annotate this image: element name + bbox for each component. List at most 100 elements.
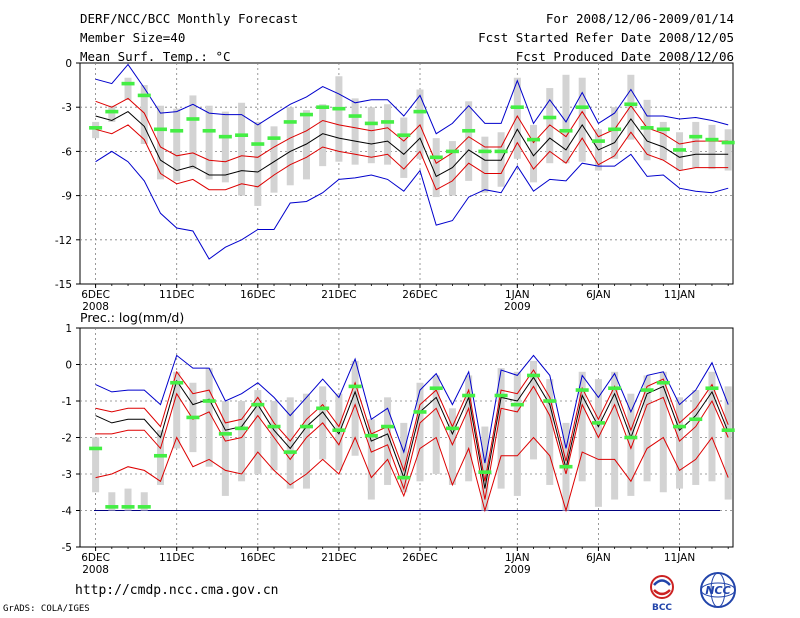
prec-spread-box (173, 371, 181, 449)
prec-ytick-label: -3 (62, 469, 72, 481)
prec-spread-box (465, 375, 473, 482)
prec-observed-marker (121, 505, 135, 509)
prec-observed-marker (413, 410, 427, 414)
temp-spread-box (416, 89, 424, 159)
temp-spread-box (124, 77, 132, 100)
temp-observed-marker (527, 137, 541, 142)
prec-ytick-label: -2 (62, 433, 72, 445)
grads-credit: GrADS: COLA/IGES (3, 604, 90, 614)
temp-observed-marker (640, 126, 654, 130)
prec-spread-box (530, 360, 538, 460)
temp-xtick-year: 2008 (82, 301, 109, 313)
logos: BCC NCC (650, 572, 736, 612)
prec-observed-marker (624, 435, 638, 440)
prec-observed-marker (202, 399, 216, 403)
prec-observed-marker (186, 415, 200, 420)
prec-xtick-label: 26DEC (402, 552, 437, 564)
temp-spread-box (400, 117, 408, 178)
temp-observed-marker (413, 109, 427, 114)
temp-series-mean-1-std (95, 97, 729, 164)
prec-observed-marker (445, 426, 459, 431)
temp-spread-box (205, 105, 213, 180)
temp-spread-box (254, 121, 262, 206)
prec-spread-box (108, 492, 116, 511)
temp-observed-marker (624, 102, 638, 107)
prec-observed-marker (218, 432, 232, 436)
temp-observed-marker (89, 126, 103, 130)
temp-spread-box (513, 77, 521, 159)
temp-spread-box (238, 102, 246, 196)
temp-observed-marker (202, 128, 216, 133)
prec-ytick-label: -5 (62, 542, 72, 554)
temp-observed-marker (705, 137, 719, 142)
prec-spread-box (481, 426, 489, 511)
temp-xtick-year: 2009 (504, 301, 531, 313)
temp-spread-box (270, 126, 278, 193)
prec-observed-marker (462, 393, 476, 398)
prec-observed-marker (137, 505, 151, 509)
prec-ytick-label: -1 (62, 396, 72, 408)
prec-spread-box (238, 401, 246, 482)
prec-observed-marker (332, 428, 346, 432)
prec-observed-marker (105, 505, 119, 509)
temp-observed-marker (105, 109, 119, 114)
prec-xtick-label: 1JAN (505, 552, 530, 564)
prec-spread-box (140, 492, 148, 511)
started-refer-label: Fcst Started Refer Date 2008/12/05 (478, 30, 734, 45)
prec-series-mean-2-std (95, 436, 729, 513)
temp-xtick-label: 11DEC (159, 289, 194, 301)
prec-observed-marker (251, 402, 265, 407)
bcc-logo-text: BCC (652, 603, 672, 612)
temp-observed-marker (462, 128, 476, 133)
temp-observed-marker (429, 155, 443, 160)
temp-spread-box (481, 136, 489, 193)
prec-observed-marker (348, 384, 362, 389)
prec-observed-marker (299, 424, 313, 429)
prec-xtick-label: 6DEC (81, 552, 110, 564)
prec-spread-box (221, 401, 229, 496)
temp-observed-marker (381, 120, 395, 124)
prec-observed-marker (510, 402, 524, 407)
temp-series-mean-2-std (95, 63, 729, 135)
chart-title: DERF/NCC/BCC Monthly Forecast (80, 11, 299, 26)
temp-spread-box (611, 107, 619, 159)
temp-xtick-label: 16DEC (240, 289, 275, 301)
temp-xtick-label: 21DEC (321, 289, 356, 301)
prec-spread-box (351, 360, 359, 456)
prec-spread-box (546, 379, 554, 485)
temp-series-mean-1-std (95, 124, 729, 191)
temp-spread-box (367, 107, 375, 164)
prec-observed-marker (283, 450, 297, 454)
prec-series-mean-2-std (95, 354, 729, 464)
temp-spread-box (384, 104, 392, 165)
prec-spread-box (205, 368, 213, 467)
prec-spread-box (302, 393, 310, 489)
prec-spread-box (611, 371, 619, 500)
temp-spread-box (578, 77, 586, 162)
temp-spread-box (643, 99, 651, 161)
source-url: http://cmdp.ncc.cma.gov.cn (75, 583, 279, 598)
prec-xtick-year: 2009 (504, 564, 531, 576)
prec-spread-box (335, 393, 343, 471)
prec-observed-marker (364, 433, 378, 438)
prec-observed-marker (494, 393, 508, 398)
prec-observed-marker (153, 453, 167, 458)
produced-date-label: Fcst Produced Date 2008/12/06 (515, 49, 734, 64)
temp-observed-marker (137, 93, 151, 98)
temp-spread-box (562, 74, 570, 164)
temp-observed-marker (348, 114, 362, 118)
temp-observed-marker (332, 106, 346, 111)
temp-xtick-label: 26DEC (402, 289, 437, 301)
prec-xtick-label: 6JAN (586, 552, 611, 564)
temp-ytick-label: -9 (62, 191, 72, 203)
temp-observed-marker (251, 142, 265, 146)
temp-observed-marker (510, 105, 524, 109)
variable-label: Mean Surf. Temp.: °C (80, 49, 231, 64)
temp-spread-box (156, 105, 164, 180)
temp-observed-marker (494, 149, 508, 154)
temp-observed-marker (218, 134, 232, 139)
temp-ytick-label: -12 (55, 235, 72, 247)
prec-observed-marker (591, 421, 605, 425)
prec-xtick-label: 16DEC (240, 552, 275, 564)
